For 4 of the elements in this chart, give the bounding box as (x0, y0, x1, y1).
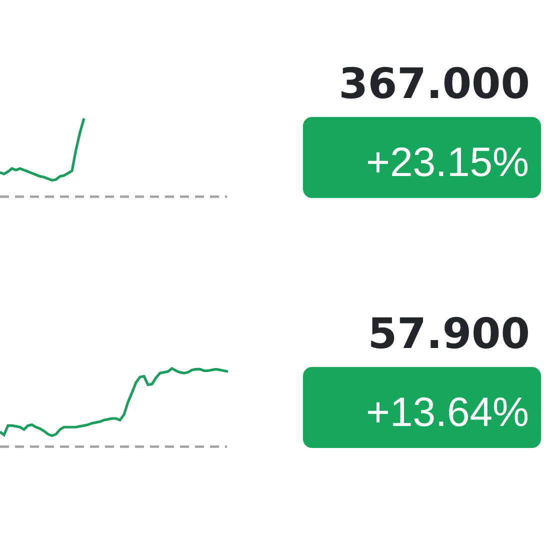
text: 57.900 (368, 309, 530, 358)
text: +13.64% (366, 389, 529, 435)
text: +23.15% (366, 139, 529, 185)
text: 367.000 (338, 59, 530, 108)
